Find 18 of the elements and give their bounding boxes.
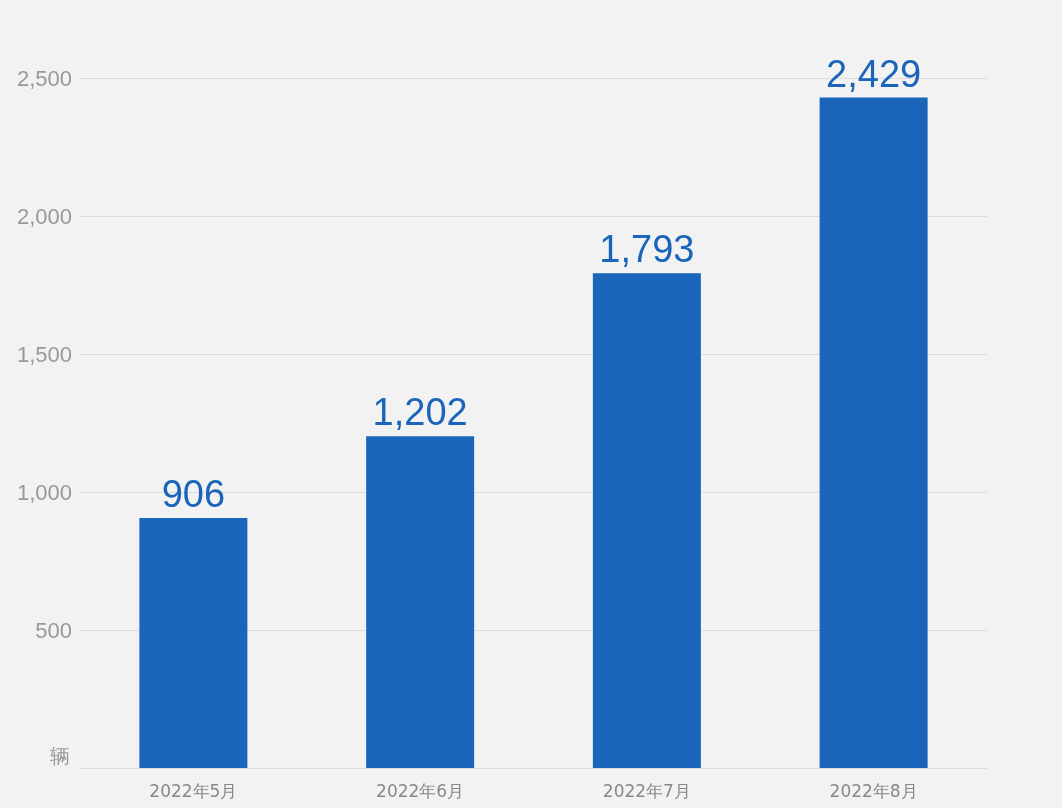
data-label: 906: [161, 472, 226, 515]
y-tick-label: 1,500: [16, 341, 72, 367]
data-label: 1,793: [599, 228, 695, 271]
y-tick-label: 1,000: [16, 479, 72, 505]
x-tick-label: 2022年5月: [149, 780, 238, 801]
bar: [366, 436, 475, 768]
data-label: 1,202: [372, 391, 468, 434]
x-tick-label: 2022年8月: [829, 780, 918, 801]
x-tick-label: 2022年6月: [376, 780, 465, 801]
y-axis-title: 辆: [50, 744, 70, 768]
y-tick-label: 500: [35, 617, 72, 643]
bar: [139, 517, 248, 768]
x-tick-label: 2022年7月: [602, 780, 691, 801]
y-tick-label: 2,500: [16, 65, 72, 91]
data-label: 2,429: [826, 52, 922, 95]
y-tick-label: 2,000: [16, 203, 72, 229]
bar: [819, 97, 928, 768]
bar: [592, 273, 701, 768]
